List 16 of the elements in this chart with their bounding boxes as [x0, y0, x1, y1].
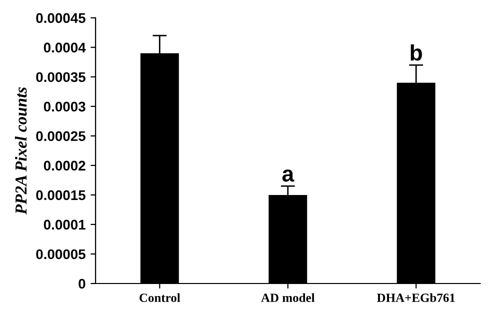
y-tick-label: 0.0004 [44, 42, 86, 53]
y-tick-label: 0.0003 [44, 102, 86, 112]
y-tick-label: 0.00005 [36, 249, 86, 260]
x-tick-label: DHA+EGb761 [376, 293, 455, 302]
x-tick-label: AD model [261, 293, 315, 302]
y-tick-label: 0.00045 [36, 13, 86, 23]
y-tick-label: 0.0002 [44, 160, 86, 171]
y-tick-label: 0.00025 [36, 131, 86, 142]
annotation: a [282, 170, 294, 182]
x-tick-label: Control [140, 293, 180, 302]
y-tick-label: 0 [78, 278, 86, 289]
y-tick-label: 0.00035 [36, 72, 86, 82]
y-tick-label: 0.00015 [36, 190, 86, 200]
y-axis-title: PP2A Pixel counts [14, 87, 27, 215]
annotation: b [410, 44, 422, 61]
y-tick-label: 0.0001 [44, 220, 86, 230]
